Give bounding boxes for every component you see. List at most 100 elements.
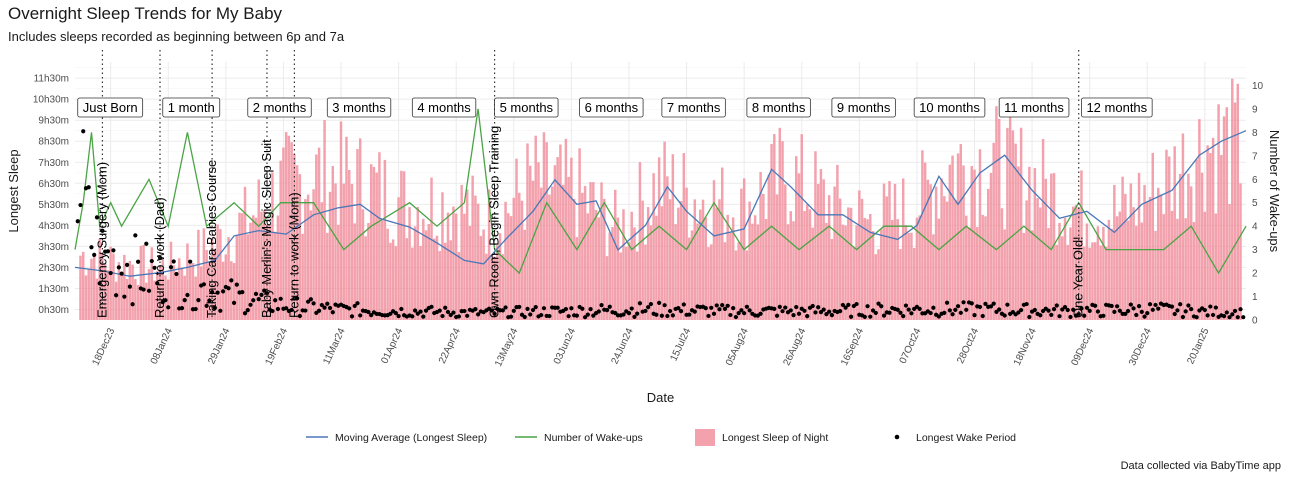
bar bbox=[186, 243, 189, 320]
month-label: Just Born bbox=[83, 100, 138, 115]
y-tick-label: 3h30m bbox=[38, 242, 69, 253]
data-point bbox=[1153, 302, 1158, 308]
bar bbox=[369, 164, 373, 320]
data-point bbox=[942, 310, 947, 315]
month-label-box bbox=[326, 97, 392, 118]
bar bbox=[764, 219, 768, 320]
bar bbox=[1000, 208, 1004, 320]
month-label-box bbox=[913, 97, 986, 118]
bar bbox=[874, 254, 878, 320]
bar bbox=[880, 229, 883, 320]
data-point bbox=[678, 309, 684, 314]
bar bbox=[342, 183, 345, 320]
data-point bbox=[234, 282, 239, 287]
data-point bbox=[788, 308, 793, 313]
bar bbox=[756, 224, 760, 320]
data-point bbox=[1142, 314, 1147, 319]
data-point bbox=[991, 301, 996, 306]
data-point bbox=[758, 311, 763, 316]
month-label-box bbox=[162, 97, 221, 118]
data-point bbox=[92, 252, 97, 257]
bar bbox=[394, 246, 398, 320]
bar bbox=[191, 263, 195, 320]
data-point bbox=[146, 288, 152, 293]
bar bbox=[852, 246, 856, 320]
data-point bbox=[585, 312, 590, 317]
bar bbox=[1102, 226, 1105, 320]
y-tick-label: 1h30m bbox=[38, 284, 69, 295]
bar bbox=[781, 141, 784, 320]
bar bbox=[408, 207, 411, 320]
data-point bbox=[744, 304, 749, 309]
data-point bbox=[574, 313, 579, 318]
bar bbox=[320, 202, 324, 320]
bar bbox=[786, 224, 790, 320]
data-point bbox=[1241, 315, 1246, 320]
data-point bbox=[75, 219, 80, 224]
bar bbox=[863, 217, 867, 320]
data-point bbox=[1134, 312, 1139, 318]
bar bbox=[496, 245, 499, 320]
x-tick-label: 20Jan25 bbox=[1185, 326, 1211, 366]
data-point bbox=[714, 303, 719, 308]
bar bbox=[561, 184, 565, 320]
bar bbox=[372, 166, 376, 320]
bar bbox=[457, 251, 461, 320]
bar bbox=[740, 188, 743, 320]
data-point bbox=[1051, 307, 1057, 312]
data-point bbox=[355, 301, 360, 306]
month-label: 4 months bbox=[417, 100, 471, 115]
data-point bbox=[325, 301, 330, 306]
data-point bbox=[462, 308, 467, 314]
data-point bbox=[358, 313, 363, 318]
data-point bbox=[97, 281, 102, 286]
data-point bbox=[399, 306, 404, 312]
bar bbox=[1162, 214, 1165, 320]
data-point bbox=[188, 259, 193, 264]
bar bbox=[139, 245, 143, 320]
data-point bbox=[179, 306, 185, 311]
bar bbox=[183, 275, 186, 320]
x-tick-label: 15Jul24 bbox=[668, 326, 693, 363]
data-point bbox=[988, 304, 994, 309]
bar bbox=[978, 149, 982, 320]
data-point bbox=[969, 301, 974, 306]
bar bbox=[811, 227, 814, 320]
bar bbox=[452, 206, 455, 320]
bar bbox=[430, 177, 433, 320]
data-point bbox=[547, 313, 552, 319]
data-point bbox=[511, 308, 516, 313]
data-point bbox=[89, 245, 94, 250]
data-point bbox=[229, 278, 234, 283]
data-point bbox=[720, 303, 725, 308]
data-point bbox=[681, 302, 686, 307]
bar bbox=[1146, 201, 1149, 320]
bar bbox=[1214, 213, 1218, 320]
bar bbox=[419, 246, 422, 320]
bar bbox=[940, 178, 943, 320]
bar bbox=[970, 165, 973, 320]
month-label: 2 months bbox=[253, 100, 307, 115]
bar bbox=[265, 224, 269, 320]
data-point bbox=[295, 296, 300, 301]
data-point bbox=[646, 305, 651, 310]
bar bbox=[1017, 166, 1020, 320]
bar bbox=[890, 220, 894, 320]
bar bbox=[748, 201, 751, 320]
bar bbox=[762, 193, 765, 320]
bar bbox=[446, 212, 450, 320]
y2-tick-label: 4 bbox=[1252, 222, 1258, 233]
bar bbox=[422, 218, 425, 320]
data-point bbox=[1147, 302, 1153, 307]
y-tick-label: 8h30m bbox=[38, 137, 69, 148]
bar bbox=[1099, 245, 1102, 320]
y-tick-label: 10h30m bbox=[33, 95, 69, 106]
data-point bbox=[210, 290, 215, 295]
bar bbox=[1052, 173, 1056, 320]
bar bbox=[937, 218, 941, 320]
bar bbox=[871, 231, 875, 320]
series-line-moving-average bbox=[74, 130, 1247, 277]
bar bbox=[753, 215, 757, 320]
bar bbox=[1231, 78, 1234, 320]
data-point bbox=[1109, 303, 1114, 309]
